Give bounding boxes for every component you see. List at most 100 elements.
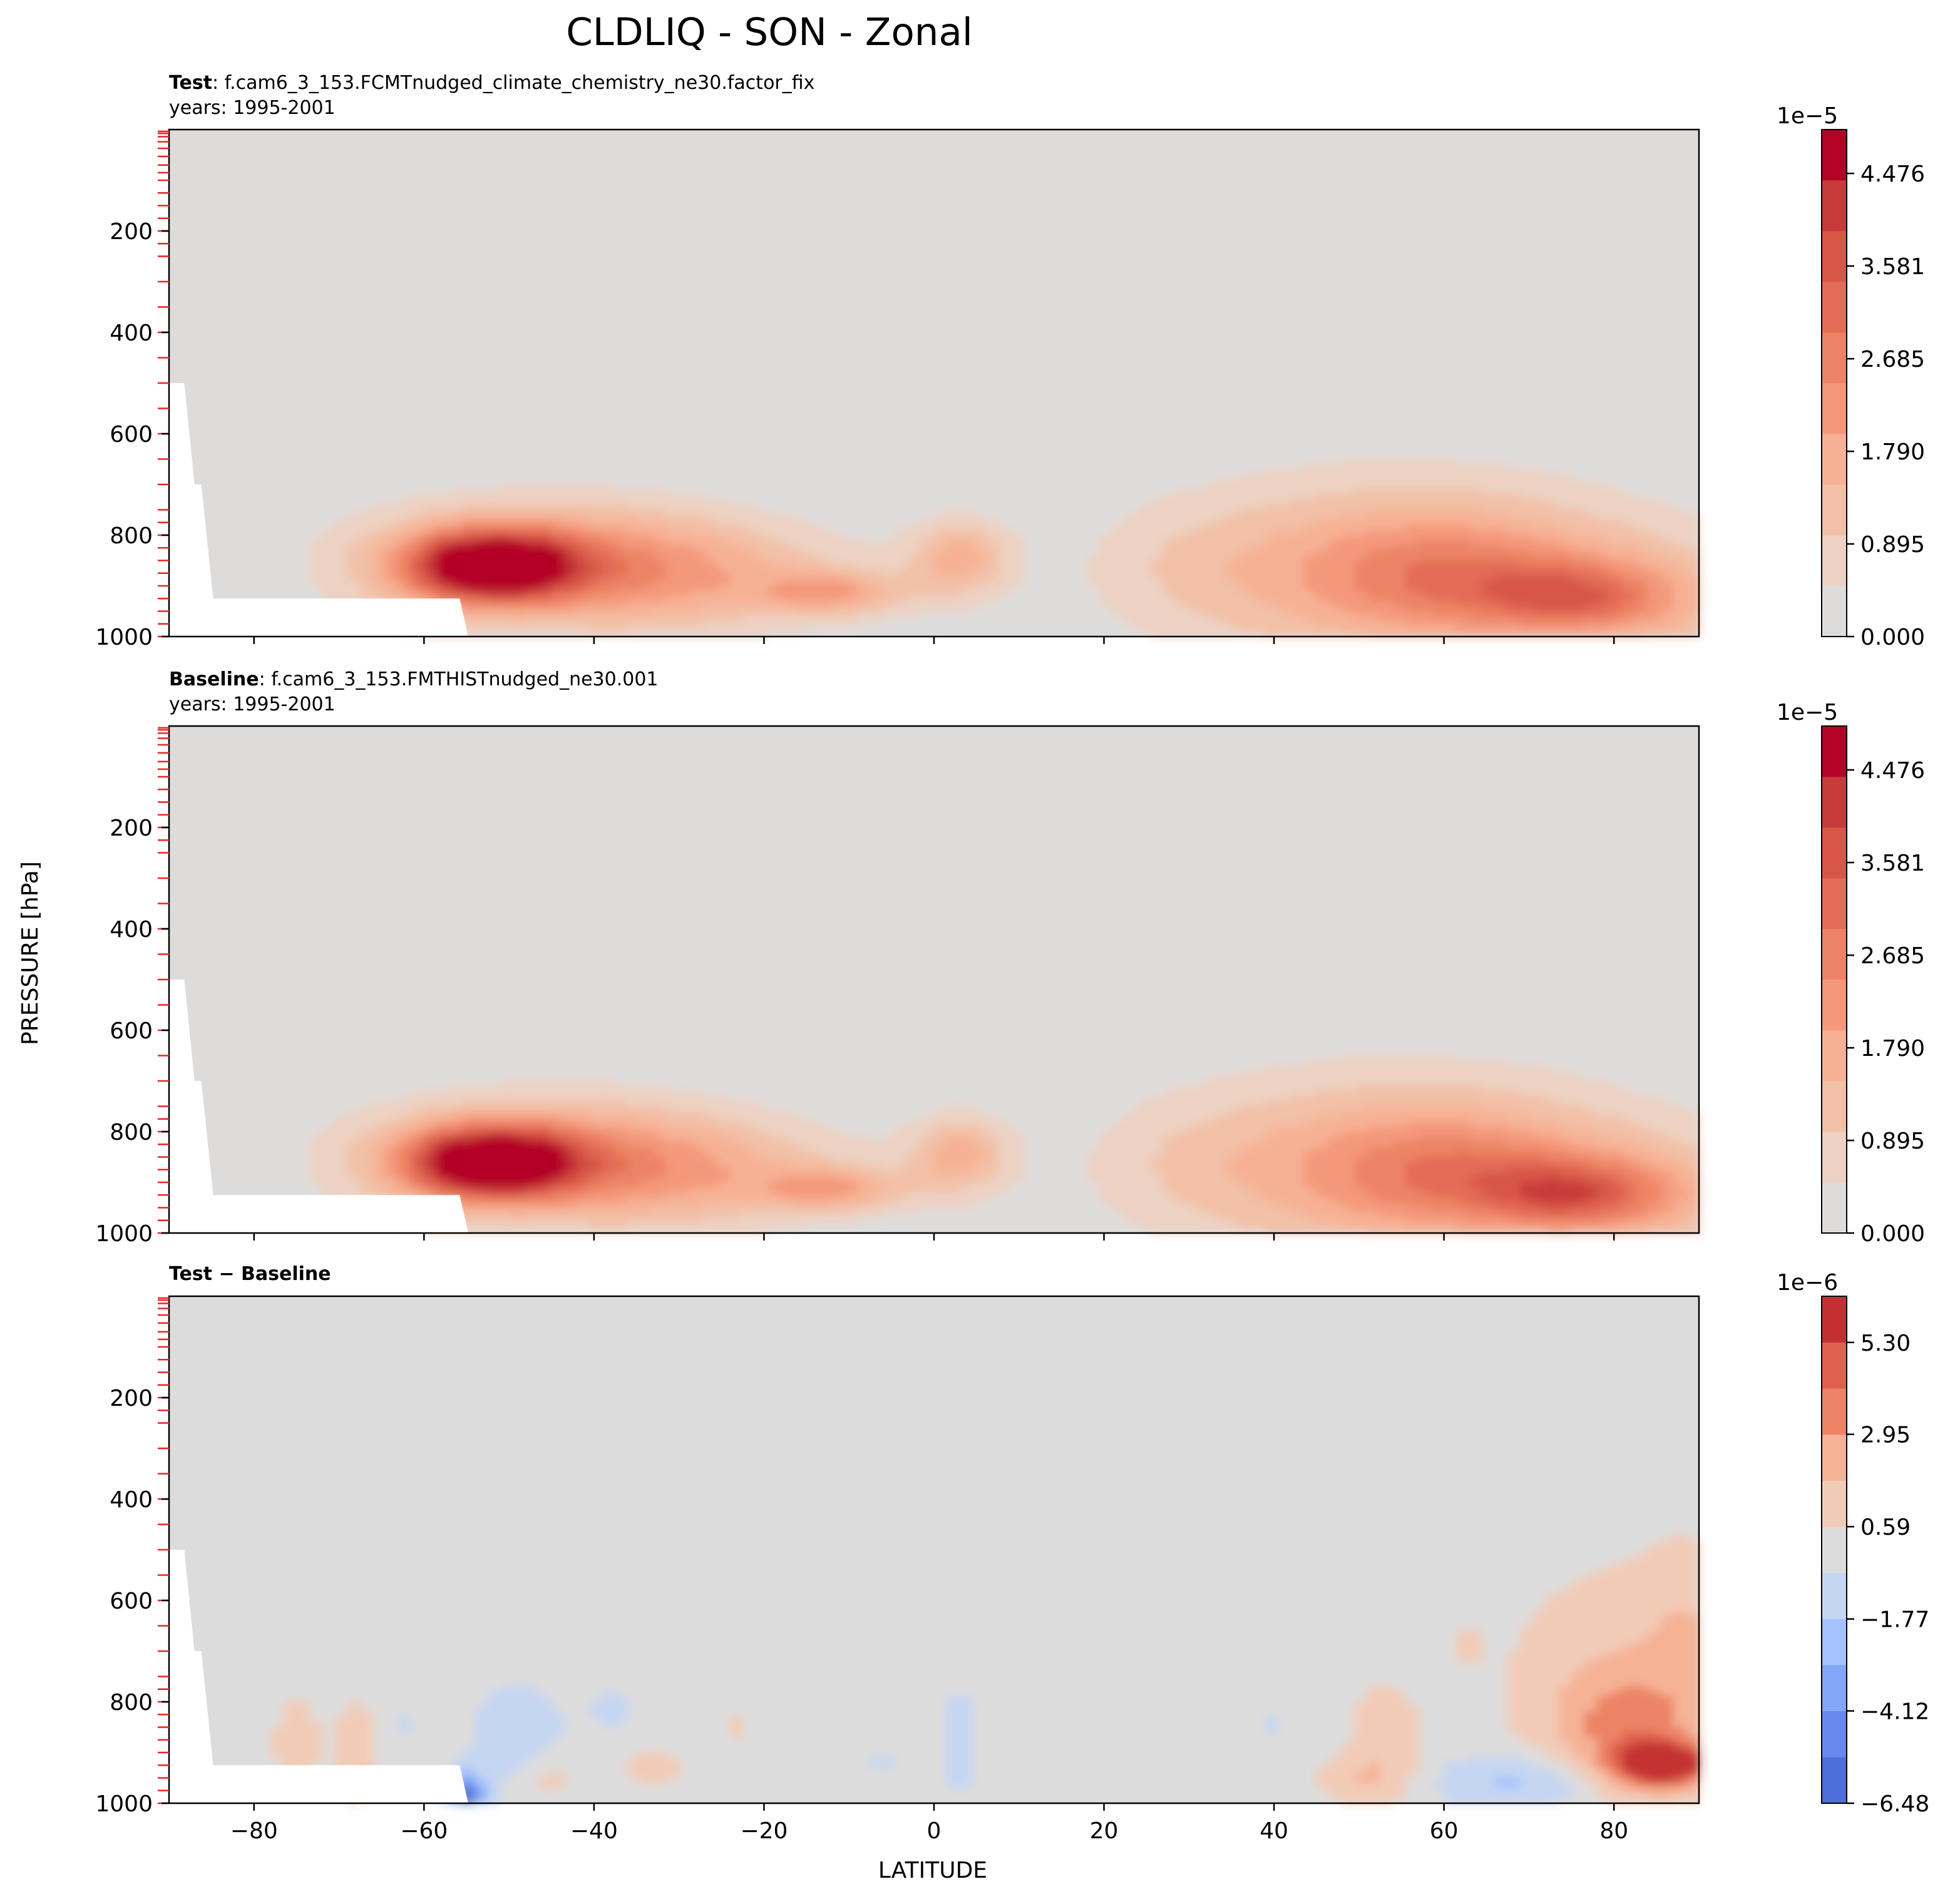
contour-cell <box>1354 1141 1368 1147</box>
contour-cell <box>525 555 540 561</box>
contour-cell <box>1010 545 1024 551</box>
contour-cell <box>1469 504 1483 510</box>
contour-cell <box>1303 1100 1317 1107</box>
contour-cell <box>959 1197 973 1203</box>
contour-cell <box>1430 499 1445 505</box>
contour-cell <box>1444 494 1457 500</box>
contour-cell <box>321 555 336 561</box>
contour-cell <box>627 540 642 546</box>
contour-cell <box>691 509 705 516</box>
contour-cell <box>908 540 922 546</box>
contour-cell <box>1558 595 1572 601</box>
contour-cell <box>1278 1212 1291 1219</box>
contour-cell <box>1316 1126 1330 1132</box>
contour-cell <box>1367 550 1381 556</box>
contour-cell <box>819 575 833 581</box>
contour-cell <box>1316 1197 1330 1203</box>
contour-cell <box>615 1182 629 1188</box>
contour-cell <box>857 1141 871 1147</box>
contour-cell <box>704 1141 718 1147</box>
colorbar-segment <box>1822 129 1847 181</box>
contour-cell <box>1342 1126 1355 1132</box>
contour-cell <box>1188 611 1203 617</box>
contour-cell <box>1444 509 1457 516</box>
contour-cell <box>997 550 1011 556</box>
contour-cell <box>1176 570 1189 576</box>
contour-cell <box>1278 1157 1291 1163</box>
contour-cell <box>729 560 743 566</box>
contour-cell <box>1456 631 1470 637</box>
contour-cell <box>411 1126 424 1132</box>
contour-cell <box>691 1177 705 1183</box>
contour-cell <box>1290 1146 1305 1152</box>
contour-cell <box>717 1192 731 1198</box>
contour-cell <box>551 1162 565 1168</box>
contour-cell <box>806 550 820 556</box>
contour-cell <box>679 1212 692 1219</box>
contour-cell <box>1278 1131 1291 1137</box>
contour-cell <box>1622 509 1636 516</box>
contour-cell <box>793 1202 807 1208</box>
contour-cell <box>844 1162 858 1168</box>
contour-cell <box>831 616 845 622</box>
contour-cell <box>959 1167 973 1173</box>
contour-cell <box>1163 1146 1177 1152</box>
contour-cell <box>1188 1187 1203 1193</box>
contour-cell <box>347 590 361 596</box>
contour-cell <box>1290 1136 1305 1142</box>
contour-cell <box>525 1126 540 1132</box>
contour-cell <box>933 1202 947 1208</box>
contour-cell <box>1201 535 1215 541</box>
contour-cell <box>1163 1136 1177 1142</box>
contour-cell <box>959 1131 973 1137</box>
contour-cell <box>691 1106 705 1112</box>
contour-cell <box>1380 1070 1393 1077</box>
contour-cell <box>857 1202 871 1208</box>
contour-cell <box>423 580 438 586</box>
contour-cell <box>538 611 552 617</box>
contour-cell <box>806 1182 820 1188</box>
contour-cell <box>589 530 603 536</box>
contour-cell <box>959 535 973 541</box>
contour-cell <box>385 540 399 546</box>
contour-cell <box>1278 1217 1291 1224</box>
contour-cell <box>1405 1197 1419 1203</box>
contour-cell <box>729 611 743 617</box>
contour-cell <box>1201 1217 1215 1224</box>
contour-cell <box>615 621 629 627</box>
contour-cell <box>781 514 794 521</box>
contour-cell <box>1354 1192 1368 1198</box>
contour-cell <box>500 509 514 516</box>
contour-cell <box>844 611 858 617</box>
contour-cell <box>627 1207 642 1214</box>
contour-cell <box>1226 1167 1241 1173</box>
contour-cell <box>627 1212 642 1219</box>
contour-cell <box>1137 1126 1151 1132</box>
contour-cell <box>577 1202 590 1208</box>
contour-cell <box>997 1121 1011 1127</box>
contour-cell <box>1430 1146 1445 1152</box>
contour-cell <box>1201 484 1215 490</box>
contour-cell <box>1430 1192 1445 1198</box>
contour-cell <box>1125 560 1139 566</box>
contour-cell <box>1546 474 1559 480</box>
contour-cell <box>895 1187 909 1193</box>
contour-cell <box>883 580 896 586</box>
contour-cell <box>984 1167 998 1173</box>
contour-cell <box>1112 595 1126 601</box>
contour-cell <box>1265 1192 1279 1198</box>
contour-cell <box>742 555 756 561</box>
contour-cell <box>1418 1202 1432 1208</box>
contour-cell <box>946 595 960 601</box>
contour-cell <box>1354 469 1368 475</box>
contour-cell <box>1316 1106 1330 1112</box>
contour-cell <box>1239 580 1253 586</box>
contour-cell <box>972 560 985 566</box>
contour-cell <box>819 1131 833 1137</box>
contour-cell <box>1214 1162 1228 1168</box>
contour-cell <box>729 1197 743 1203</box>
contour-cell <box>665 1182 680 1188</box>
contour-cell <box>1201 1095 1215 1102</box>
y-tick-label: 800 <box>110 523 153 549</box>
contour-cell <box>1176 514 1189 521</box>
